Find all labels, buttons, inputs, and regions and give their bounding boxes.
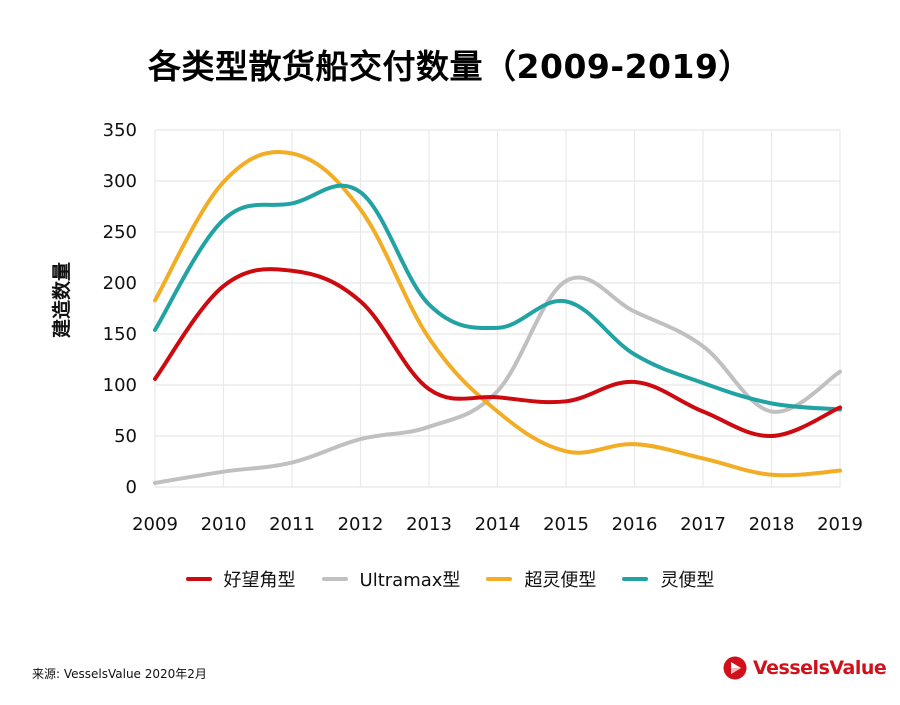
chart-title: 各类型散货船交付数量（2009-2019）: [148, 47, 752, 86]
x-axis-ticks: 2009 2010 2011 2012 2013 2014 2015 2016 2017 2018…: [132, 514, 863, 535]
x-tick-label: 2011: [269, 514, 315, 535]
source-note: 来源: VesselsValue 2020年2月: [32, 667, 207, 681]
grid: [154, 129, 841, 488]
legend-swatch: [486, 577, 513, 581]
legend-label: 好望角型: [223, 570, 296, 591]
x-tick-label: 2017: [680, 514, 726, 535]
x-tick-label: 2015: [543, 514, 589, 535]
x-tick-label: 2010: [201, 514, 247, 535]
series-line-0: [153, 267, 842, 439]
x-tick-label: 2009: [132, 514, 178, 535]
legend-swatch: [622, 577, 649, 581]
x-tick-label: 2013: [406, 514, 452, 535]
legend: 好望角型 Ultramax型 超灵便型 灵便型: [0, 566, 900, 592]
y-tick-label: 150: [103, 324, 137, 345]
logo-text: VesselsValue: [753, 657, 887, 679]
series-lines: [153, 149, 842, 485]
y-axis-ticks: 0 50 100 150 200 250 300 350: [103, 120, 137, 498]
series-line-2: [153, 149, 842, 478]
y-tick-label: 200: [103, 273, 137, 294]
series-line-1: [153, 275, 842, 485]
legend-label: Ultramax型: [359, 570, 461, 591]
legend-item: 超灵便型: [486, 566, 596, 592]
y-axis-label: 建造数量: [50, 262, 73, 338]
legend-swatch: [321, 577, 348, 581]
x-tick-label: 2019: [817, 514, 863, 535]
y-tick-label: 0: [126, 477, 137, 498]
legend-item: 灵便型: [622, 566, 714, 592]
legend-label: 灵便型: [660, 570, 715, 591]
x-tick-label: 2014: [475, 514, 521, 535]
y-tick-label: 300: [103, 171, 137, 192]
logo-icon: [723, 656, 747, 680]
legend-item: 好望角型: [185, 566, 296, 592]
vesselsvalue-logo: VesselsValue: [723, 656, 887, 680]
y-tick-label: 50: [114, 426, 137, 447]
y-tick-label: 250: [103, 222, 137, 243]
x-tick-label: 2016: [612, 514, 658, 535]
legend-item: Ultramax型: [321, 566, 461, 592]
series-line-3: [153, 183, 842, 412]
y-tick-label: 350: [103, 120, 137, 141]
x-tick-label: 2018: [749, 514, 795, 535]
x-tick-label: 2012: [338, 514, 384, 535]
y-tick-label: 100: [103, 375, 137, 396]
legend-swatch: [185, 577, 212, 581]
legend-label: 超灵便型: [524, 570, 597, 591]
